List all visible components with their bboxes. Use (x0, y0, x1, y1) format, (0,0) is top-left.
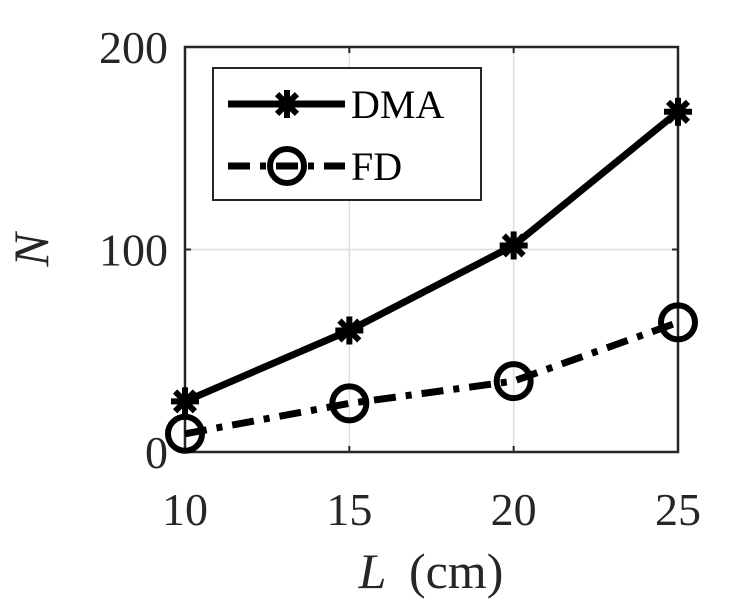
y-tick-label: 200 (99, 22, 168, 73)
legend-symbol-fd (267, 146, 307, 186)
x-axis-variable: L (358, 543, 387, 599)
legend-box (212, 67, 482, 201)
y-axis-title: N (3, 231, 59, 268)
legend-symbol-dma (273, 90, 301, 118)
x-axis-unit: (cm) (409, 543, 503, 599)
legend-label-fd: FD (351, 144, 402, 189)
data-point-dma (664, 97, 692, 126)
legend-entry-fd: FD (228, 144, 402, 189)
data-point-fd (493, 361, 534, 402)
data-point-dma (499, 231, 528, 260)
x-tick-label: 15 (326, 484, 372, 535)
x-tick-label: 25 (655, 484, 701, 535)
series-line-dma (183, 109, 681, 405)
data-point-dma (335, 316, 364, 345)
axis-ticks: 10 15 20 25 0 100 200 (99, 22, 701, 535)
data-point-dma (171, 387, 199, 416)
data-point-fd (329, 383, 370, 424)
series-dma (171, 97, 692, 416)
legend-label-dma: DMA (351, 82, 444, 127)
series-fd (165, 302, 698, 454)
series-line-fd (184, 319, 680, 438)
data-point-fd (658, 302, 698, 343)
legend-marker-fd (267, 146, 307, 186)
series-layer (165, 97, 698, 454)
y-tick-label: 100 (99, 225, 168, 276)
y-tick-label: 0 (145, 427, 168, 478)
x-tick-label: 10 (162, 484, 208, 535)
x-axis-title: L (cm) (358, 543, 504, 599)
x-tick-label: 20 (491, 484, 537, 535)
data-point-fd (165, 413, 205, 454)
legend-marker-dma (273, 90, 301, 118)
legend-entry-dma: DMA (228, 82, 444, 127)
legend: DMA FD (212, 67, 482, 201)
